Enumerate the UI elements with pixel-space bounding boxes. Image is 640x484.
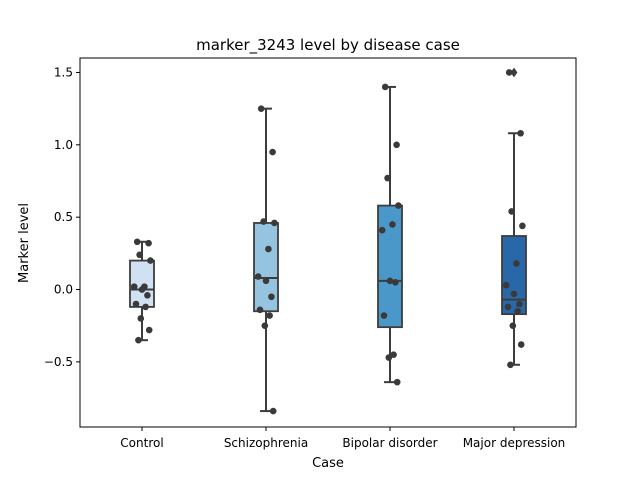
y-tick-label: 0.5 [54,210,73,224]
data-point-control [145,239,152,247]
data-point-schizophrenia [266,312,273,319]
data-point-major-depression [514,307,521,315]
chart-title: marker_3243 level by disease case [196,36,460,55]
data-point-major-depression [509,322,517,330]
x-axis-label: Case [312,456,344,471]
y-tick-label: 0.0 [54,283,73,297]
data-point-bipolar-disorder [380,312,388,319]
data-point-control [138,286,146,293]
data-point-major-depression [510,290,518,298]
data-point-schizophrenia [260,218,267,225]
data-point-schizophrenia [257,105,265,112]
data-point-bipolar-disorder [392,278,399,286]
y-tick-label: 1.5 [54,65,73,79]
data-point-major-depression [505,69,513,76]
data-point-schizophrenia [269,407,277,415]
data-point-control [147,257,154,264]
data-point-bipolar-disorder [385,354,393,361]
data-point-bipolar-disorder [395,202,402,209]
y-tick-label: −0.5 [44,355,73,369]
data-point-control [145,326,153,334]
data-point-major-depression [517,129,524,137]
data-point-major-depression [504,303,512,311]
data-point-control [136,251,143,259]
data-point-control [132,300,140,308]
data-point-major-depression [502,281,510,289]
x-tick-label-control: Control [120,436,163,450]
data-point-schizophrenia [254,273,262,280]
data-point-major-depression [519,222,526,230]
data-point-schizophrenia [268,293,275,301]
x-tick-label-schizophrenia: Schizophrenia [224,436,308,450]
data-point-control [144,292,151,299]
data-point-schizophrenia [265,245,272,253]
data-point-schizophrenia [271,219,278,227]
data-point-bipolar-disorder [384,174,391,182]
data-point-major-depression [517,341,525,348]
y-axis-label: Marker level [17,203,32,283]
y-tick-label: 1.0 [54,138,73,152]
data-point-control [130,283,138,290]
data-point-bipolar-disorder [389,221,396,228]
data-point-control [135,336,142,344]
data-point-bipolar-disorder [390,351,397,358]
data-point-schizophrenia [261,322,269,330]
data-point-control [142,303,149,311]
plot-area: −0.5 0.0 0.5 1.0 1.5 Control Schizophrenia Bipo… [44,57,577,450]
data-point-control [137,315,145,322]
x-tick-label-bipolar-disorder: Bipolar disorder [342,436,437,450]
data-point-major-depression [507,361,514,369]
data-point-bipolar-disorder [393,378,401,386]
x-tick-label-major-depression: Major depression [463,436,566,450]
data-point-control [133,238,141,246]
data-point-bipolar-disorder [378,226,386,234]
data-point-bipolar-disorder [393,141,400,149]
data-point-bipolar-disorder [386,277,394,285]
data-point-major-depression [516,300,523,308]
box-major-depression [501,235,527,316]
data-point-schizophrenia [256,306,264,314]
box-bipolar-disorder [377,204,403,329]
plot-frame [79,57,577,428]
data-point-bipolar-disorder [381,83,389,91]
data-point-schizophrenia [262,277,270,285]
data-point-major-depression [513,260,520,267]
data-point-schizophrenia [269,148,276,156]
data-point-major-depression [508,208,515,215]
